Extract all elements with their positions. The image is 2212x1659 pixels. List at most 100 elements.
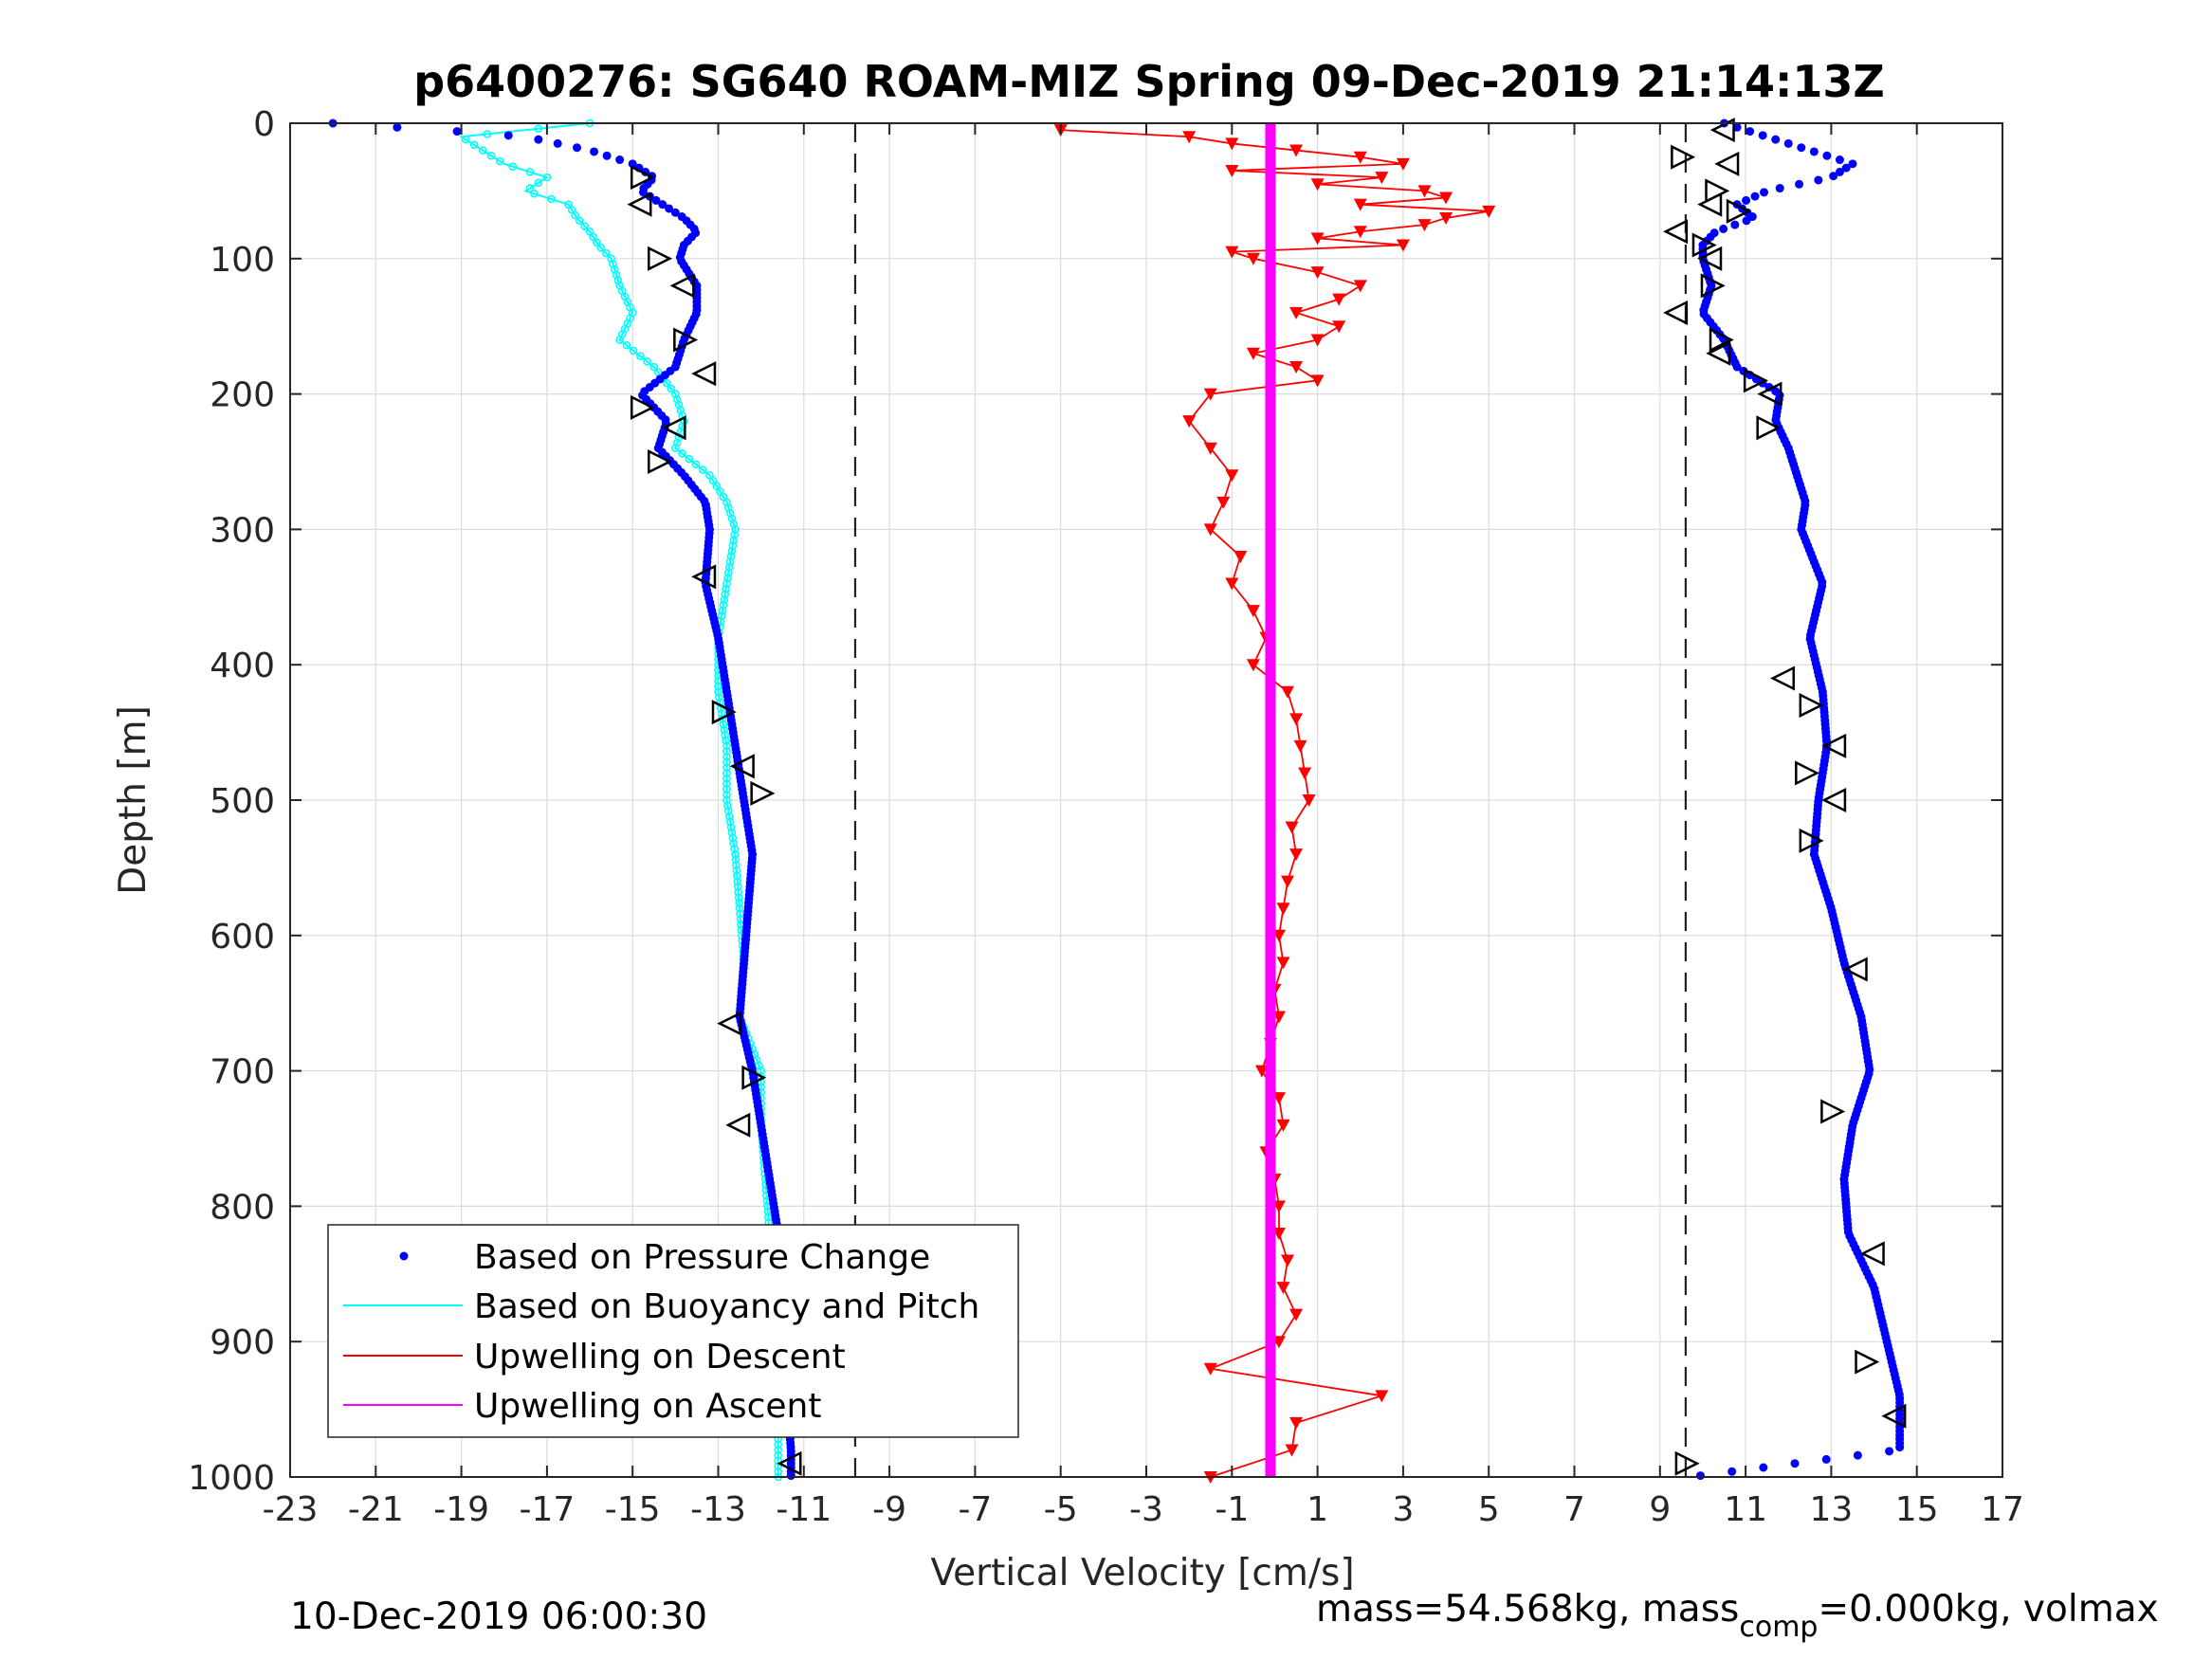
buoyancy-point (727, 828, 737, 837)
buoyancy-point (722, 779, 731, 789)
descent-marker (729, 754, 755, 779)
buoyancy-point (733, 877, 742, 885)
upwelling-descent-point (1246, 659, 1260, 672)
buoyancy-point (643, 357, 651, 366)
ascent-marker (1743, 368, 1768, 393)
pressure-point-ascent (1771, 135, 1781, 144)
x-tick-label: 7 (1563, 1490, 1585, 1529)
ascent-marker (1859, 1241, 1885, 1267)
buoyancy-point (732, 866, 741, 875)
ascent-marker (1663, 219, 1689, 245)
upwelling-descent-point (1439, 211, 1453, 225)
upwelling-descent-point (1310, 178, 1325, 191)
pressure-point-ascent (1730, 220, 1740, 229)
pressure-point-descent (658, 200, 667, 210)
ascent-marker (1700, 273, 1726, 299)
pressure-point-ascent (1732, 122, 1742, 132)
descent-marker (630, 394, 656, 420)
buoyancy-point (718, 606, 727, 615)
pressure-point-descent (503, 131, 513, 140)
descent-marker (648, 448, 673, 475)
x-tick-label: 13 (1809, 1490, 1853, 1529)
buoyancy-point (730, 845, 739, 853)
legend-box (327, 1224, 1019, 1438)
buoyancy-point (469, 140, 479, 150)
upwelling-descent-point (1225, 469, 1239, 483)
descent-marker (673, 327, 699, 353)
buoyancy-point (483, 130, 491, 138)
buoyancy-point (721, 590, 730, 599)
ascent-marker (1820, 1099, 1846, 1124)
pressure-point-descent (573, 143, 582, 153)
buoyancy-point (622, 340, 631, 350)
buoyancy-point (724, 807, 733, 815)
upwelling-descent-point (1234, 550, 1248, 563)
buoyancy-point (732, 861, 740, 869)
ascent-marker (1697, 191, 1723, 217)
buoyancy-point (727, 514, 737, 523)
buoyancy-point (676, 406, 686, 415)
upwelling-descent-point (1225, 164, 1239, 177)
ascent-marker (1769, 665, 1795, 691)
legend-descent-label: Upwelling on Descent (474, 1338, 846, 1376)
buoyancy-point (774, 1467, 783, 1476)
descent-marker (669, 273, 695, 299)
x-tick-label: -5 (1044, 1490, 1078, 1529)
buoyancy-point (731, 855, 740, 865)
buoyancy-point (663, 378, 671, 388)
buoyancy-point (530, 189, 539, 198)
upwelling-descent-point (1353, 151, 1367, 164)
buoyancy-point (733, 883, 742, 891)
pressure-point-ascent (1746, 127, 1755, 137)
x-tick-label: -19 (433, 1490, 489, 1529)
buoyancy-point (461, 135, 470, 144)
ascent-marker (1671, 144, 1696, 170)
ascent-marker (1714, 151, 1740, 176)
buoyancy-point (727, 546, 737, 556)
buoyancy-point (729, 536, 739, 545)
ascent-marker (1691, 232, 1717, 258)
buoyancy-point (691, 460, 701, 469)
ascent-marker (1726, 198, 1751, 224)
pressure-point-ascent (1814, 175, 1823, 185)
pressure-point-ascent (1719, 224, 1728, 233)
upwelling-descent-point (1271, 1227, 1286, 1240)
x-tick-label: -17 (519, 1490, 575, 1529)
footer-mass-prefix: mass=54.568kg, mass (1316, 1588, 1739, 1631)
upwelling-descent-point (1271, 929, 1286, 942)
y-axis-label: Depth [m] (112, 705, 155, 895)
pressure-point-descent (665, 204, 674, 213)
buoyancy-point (735, 903, 744, 913)
upwelling-descent-point (1203, 442, 1217, 455)
upwelling-descent-point (1375, 172, 1389, 185)
ascent-marker (1674, 1450, 1700, 1476)
buoyancy-point (672, 438, 682, 447)
buoyancy-point (774, 1440, 783, 1449)
buoyancy-point (720, 725, 729, 735)
pressure-point-descent (786, 1471, 795, 1481)
buoyancy-point (717, 709, 726, 718)
pressure-point-descent (553, 138, 562, 148)
buoyancy-point (724, 568, 733, 577)
y-tick-label: 300 (210, 511, 275, 550)
y-tick-label: 900 (210, 1323, 275, 1362)
pressure-point-ascent (1695, 1471, 1705, 1481)
buoyancy-point (667, 384, 676, 393)
upwelling-descent-point (1276, 957, 1290, 970)
descent-marker (648, 246, 673, 271)
pressure-point-descent (651, 195, 661, 205)
legend-buoyancy-label: Based on Buoyancy and Pitch (474, 1287, 979, 1326)
buoyancy-point (724, 563, 734, 572)
x-tick-label: -3 (1129, 1490, 1163, 1529)
descent-marker (711, 700, 737, 725)
buoyancy-point (629, 346, 638, 356)
buoyancy-point (575, 216, 584, 226)
buoyancy-point (478, 146, 487, 155)
buoyancy-point (508, 162, 518, 171)
y-tick-label: 700 (210, 1053, 275, 1092)
upwelling-descent-point (1225, 577, 1239, 591)
upwelling-descent-point (1203, 523, 1217, 537)
pressure-point-ascent (1742, 195, 1751, 205)
ascent-marker (1705, 178, 1730, 204)
